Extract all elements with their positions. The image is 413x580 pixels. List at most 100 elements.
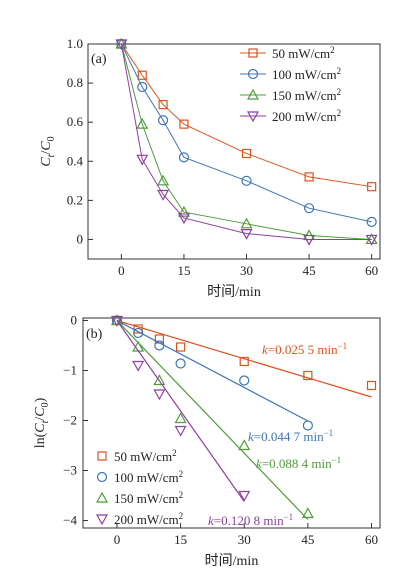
panel-b-frame [82, 317, 381, 529]
y-axis-label: Ct/C0 [39, 136, 57, 166]
y-label-sub-t: t [46, 154, 57, 157]
y-label-ln: ln( [33, 432, 48, 448]
legend-marker [95, 514, 109, 526]
legend-sup: 2 [179, 490, 184, 500]
k-symbol: k [208, 513, 214, 528]
y-tick-label: −4 [63, 513, 77, 528]
data-point [157, 115, 169, 126]
legend-text: 150 mW/cm [272, 88, 337, 103]
data-point [177, 205, 190, 217]
panel-b: 0 15 30 45 600−1−2−3−4时间/minln(Ct/C0)(b)k=0.… [33, 313, 381, 569]
y-tick-label: 0.8 [67, 75, 83, 90]
data-point [239, 375, 250, 386]
legend-sup: 2 [172, 448, 177, 458]
k-unit-sup: −1 [338, 341, 348, 351]
x-tick-label: 45 [303, 263, 316, 278]
k-symbol: k [262, 342, 268, 357]
k-unit-sup: −1 [332, 455, 342, 465]
legend-text: 150 mW/cm [114, 491, 179, 506]
data-point [153, 374, 166, 386]
fit-line [116, 320, 309, 520]
legend-sup: 2 [179, 511, 184, 521]
data-point [154, 340, 165, 351]
data-point [179, 119, 189, 129]
data-point [365, 234, 378, 246]
y-axis-label: ln(Ct/C0) [33, 397, 51, 448]
series-line [120, 43, 372, 188]
data-point [366, 216, 377, 227]
data-point [178, 152, 190, 163]
fit-line [116, 319, 372, 398]
data-point [238, 490, 251, 502]
data-point [303, 234, 316, 246]
legend-marker [97, 451, 107, 461]
y-label-sub-0: 0 [40, 402, 51, 407]
y-tick-label: −1 [63, 363, 77, 378]
data-point [175, 358, 186, 369]
legend-sup: 2 [330, 45, 335, 55]
data-point [174, 412, 187, 424]
k-value: =0.025 5 min [268, 342, 338, 357]
rate-constant-label: k=0.044 7 min−1 [248, 428, 333, 444]
data-point [240, 217, 253, 229]
data-point [367, 182, 377, 192]
data-point [240, 228, 253, 240]
data-point [239, 356, 249, 367]
k-symbol: k [256, 456, 262, 471]
data-point [137, 81, 148, 93]
legend-text: 50 mW/cm [114, 449, 172, 464]
data-point [158, 99, 168, 110]
panel-a-frame [87, 43, 381, 260]
data-point [241, 148, 252, 159]
data-point [115, 39, 128, 51]
y-label-slash: / [39, 151, 54, 155]
data-point [366, 380, 377, 391]
panel-label-b: (b) [86, 327, 103, 342]
x-tick-label: 60 [365, 263, 378, 278]
rate-constant-label: k=0.088 4 min−1 [256, 455, 341, 471]
y-tick-label: −3 [63, 463, 77, 478]
data-point [302, 420, 313, 431]
legend-sup: 2 [337, 108, 342, 118]
y-label-sub-t: t [40, 420, 51, 423]
x-tick-label: 30 [238, 532, 251, 547]
y-label-c: C [39, 141, 54, 151]
y-label-c: C [39, 157, 54, 167]
data-point [157, 174, 170, 186]
rate-constant-label: k=0.025 5 min−1 [262, 341, 347, 357]
k-value: =0.044 7 min [254, 429, 324, 444]
legend-text: 100 mW/cm [114, 470, 179, 485]
k-unit-sup: −1 [284, 512, 294, 522]
series-line [120, 43, 372, 223]
x-tick-label: 60 [365, 532, 378, 547]
y-tick-label: 0.2 [67, 192, 83, 207]
data-point [137, 70, 147, 80]
legend-marker [96, 471, 108, 483]
fit-line [116, 320, 245, 502]
data-point [241, 175, 252, 186]
data-point [304, 172, 314, 182]
series-line [120, 43, 372, 240]
data-point [153, 389, 166, 401]
y-tick-label: 0.4 [67, 153, 84, 168]
x-tick-label: 15 [174, 532, 187, 547]
y-tick-label: 0 [71, 313, 78, 328]
legend-label: 100 mW/cm2 [272, 66, 341, 82]
legend-text: 200 mW/cm [272, 109, 337, 124]
y-tick-label: 0 [77, 231, 84, 246]
legend-marker [246, 111, 260, 123]
y-label-c: C [33, 407, 48, 417]
data-point [136, 154, 149, 166]
y-label-c: C [33, 423, 48, 433]
x-axis-label: 时间/min [207, 284, 261, 300]
data-point [175, 342, 186, 352]
k-value: =0.088 4 min [262, 456, 332, 471]
data-point [303, 370, 313, 381]
x-tick-label: 0 [114, 532, 121, 547]
legend-text: 100 mW/cm [272, 67, 337, 82]
legend-label: 50 mW/cm2 [114, 448, 177, 464]
legend-label: 100 mW/cm2 [114, 469, 183, 485]
y-tick-label: 0.6 [67, 114, 84, 129]
data-point [136, 117, 149, 129]
